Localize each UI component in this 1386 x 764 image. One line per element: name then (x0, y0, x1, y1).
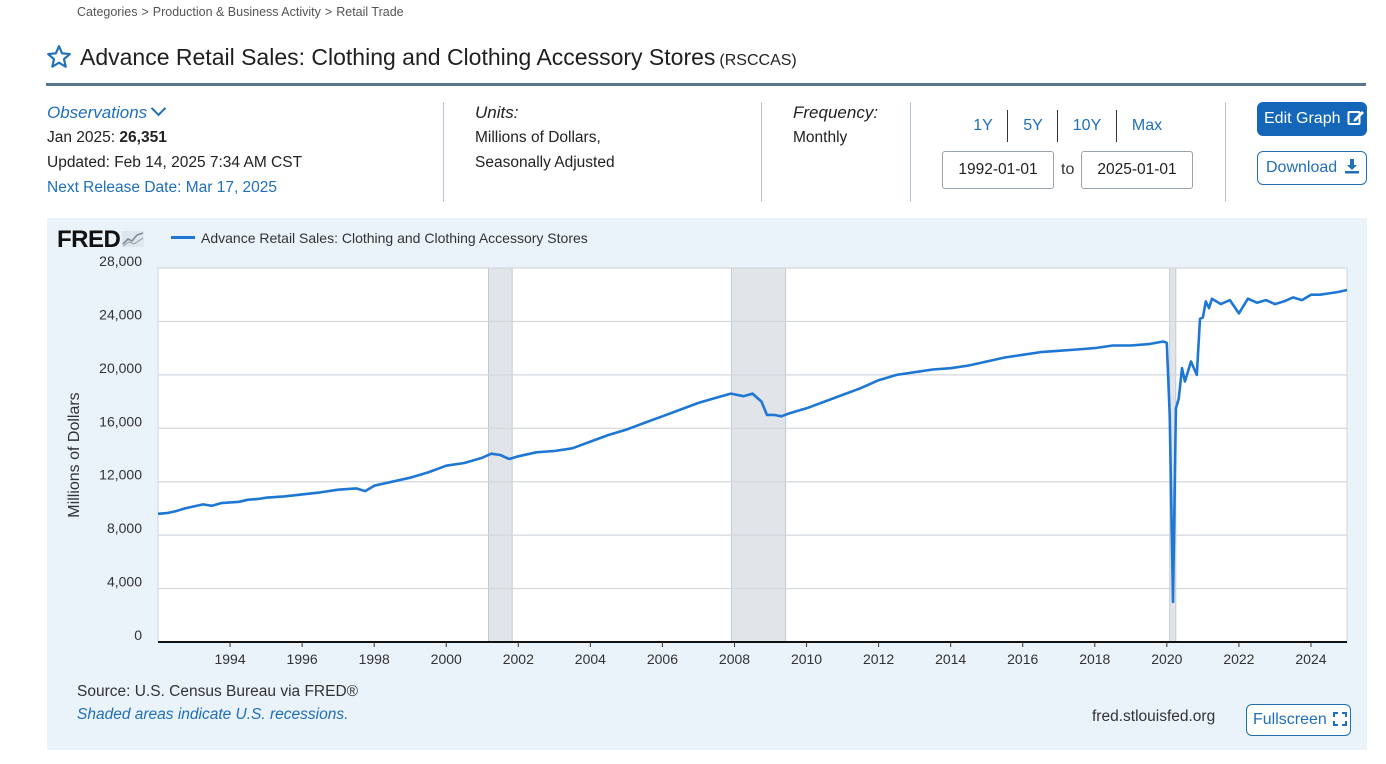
x-tick-label: 2020 (1151, 651, 1182, 667)
breadcrumb-separator: > (141, 5, 149, 19)
breadcrumb-separator: > (324, 5, 333, 19)
breadcrumb-item-production[interactable]: Production & Business Activity (152, 5, 321, 19)
breadcrumb-item-retail-trade[interactable]: Retail Trade (336, 5, 404, 19)
x-tick-label: 2008 (719, 651, 750, 667)
y-tick-label: 20,000 (99, 360, 142, 376)
page-title: Advance Retail Sales: Clothing and Cloth… (80, 44, 797, 71)
range-separator (1007, 110, 1008, 142)
chart-panel: FRED Advance Retail Sales: Clothing and … (47, 218, 1367, 750)
star-icon[interactable] (46, 44, 72, 70)
recession-band (731, 267, 787, 643)
y-tick-label: 4,000 (107, 574, 142, 590)
y-tick-label: 0 (134, 627, 142, 643)
frequency-block: Frequency: Monthly (793, 100, 878, 150)
edit-graph-label: Edit Graph (1264, 110, 1341, 127)
range-separator (1116, 110, 1117, 142)
y-tick-label: 8,000 (107, 520, 142, 536)
chart-logo-icon (122, 231, 145, 247)
end-date-input[interactable] (1081, 151, 1193, 189)
divider (1225, 102, 1226, 202)
y-axis-label: Millions of Dollars (66, 392, 83, 517)
divider (910, 102, 911, 202)
legend-swatch (171, 235, 195, 239)
fullscreen-icon (1333, 712, 1348, 726)
edit-graph-button[interactable]: Edit Graph (1257, 102, 1367, 136)
chart-legend: Advance Retail Sales: Clothing and Cloth… (171, 230, 588, 246)
y-tick-label: 28,000 (99, 253, 142, 269)
frequency-label: Frequency: (793, 103, 879, 122)
breadcrumb-item-categories[interactable]: Categories (77, 5, 138, 19)
observations-label: Observations (47, 103, 148, 122)
series-code: (RSCCAS) (719, 52, 797, 69)
units-block: Units: Millions of Dollars, Seasonally A… (475, 100, 615, 175)
source-text: Source: U.S. Census Bureau via FRED® (77, 683, 359, 700)
y-tick-label: 16,000 (99, 413, 142, 429)
observations-toggle[interactable]: Observations (47, 100, 302, 125)
observations-block: Observations Jan 2025: 26,351 Updated: F… (47, 100, 302, 200)
x-tick-label: 2010 (791, 651, 822, 667)
x-tick-label: 2016 (1007, 651, 1038, 667)
latest-label: Jan 2025: (47, 129, 116, 146)
x-tick-label: 1996 (287, 651, 318, 667)
next-release-date: Next Release Date: Mar 17, 2025 (47, 179, 278, 196)
frequency-value: Monthly (793, 129, 848, 146)
updated-text: Updated: Feb 14, 2025 7:34 AM CST (47, 154, 303, 171)
latest-value: 26,351 (119, 129, 167, 146)
x-tick-label: 2002 (503, 651, 534, 667)
series-line (157, 288, 1348, 604)
x-tick-label: 1998 (359, 651, 390, 667)
series-title: Advance Retail Sales: Clothing and Cloth… (80, 44, 716, 70)
range-5y-button[interactable]: 5Y (1023, 117, 1043, 134)
x-tick-label: 1994 (214, 651, 245, 667)
divider (761, 102, 762, 202)
site-url: fred.stlouisfed.org (1092, 708, 1216, 725)
units-line-1: Millions of Dollars, (475, 129, 601, 146)
x-tick-label: 2006 (647, 651, 678, 667)
download-button[interactable]: Download (1257, 151, 1367, 185)
recession-note: Shaded areas indicate U.S. recessions. (77, 706, 349, 723)
x-tick-label: 2000 (431, 651, 462, 667)
range-to-label: to (1061, 161, 1075, 178)
x-tick-label: 2012 (863, 651, 894, 667)
y-tick-label: 24,000 (99, 306, 142, 322)
edit-icon (1347, 111, 1364, 125)
units-label: Units: (475, 103, 519, 122)
title-bar: Advance Retail Sales: Clothing and Cloth… (46, 42, 1366, 86)
legend-label: Advance Retail Sales: Clothing and Cloth… (201, 230, 588, 246)
divider (443, 102, 444, 202)
start-date-input[interactable] (942, 151, 1054, 189)
fullscreen-label: Fullscreen (1253, 711, 1327, 728)
download-label: Download (1266, 159, 1338, 176)
fred-logo: FRED (57, 226, 145, 254)
breadcrumb: Categories > Production & Business Activit… (77, 5, 404, 19)
x-tick-label: 2014 (935, 651, 966, 667)
x-tick-label: 2024 (1295, 651, 1326, 667)
chevron-down-icon (150, 100, 167, 117)
range-separator (1057, 110, 1058, 142)
range-max-button[interactable]: Max (1131, 117, 1163, 134)
fullscreen-button[interactable]: Fullscreen (1246, 704, 1351, 736)
latest-observation: Jan 2025: 26,351 (47, 125, 302, 150)
x-tick-label: 2018 (1079, 651, 1110, 667)
line-chart: 0 4,000 8,000 12,000 16,000 20,000 24,000 28,00… (66, 253, 1348, 667)
download-icon (1344, 159, 1359, 174)
x-tick-label: 2004 (575, 651, 606, 667)
y-tick-label: 12,000 (99, 467, 142, 483)
units-line-2: Seasonally Adjusted (475, 154, 615, 171)
x-tick-label: 2022 (1223, 651, 1254, 667)
range-10y-button[interactable]: 10Y (1072, 117, 1102, 134)
range-1y-button[interactable]: 1Y (973, 117, 993, 134)
